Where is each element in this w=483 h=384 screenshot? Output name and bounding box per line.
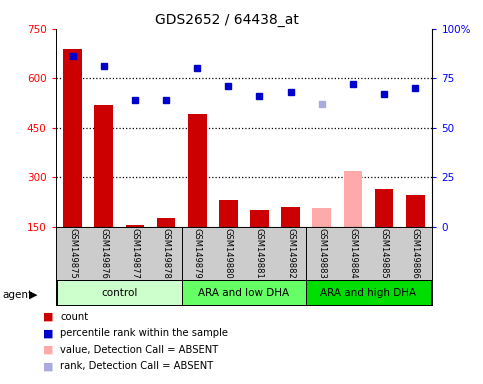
Bar — [126, 225, 144, 227]
Text: GSM149883: GSM149883 — [317, 228, 326, 279]
Text: GSM149879: GSM149879 — [193, 228, 202, 279]
Text: GSM149884: GSM149884 — [348, 228, 357, 279]
Bar — [182, 280, 306, 305]
Text: GSM149876: GSM149876 — [99, 228, 108, 279]
Bar — [219, 200, 238, 227]
Bar — [157, 218, 175, 227]
Text: GSM149878: GSM149878 — [162, 228, 170, 279]
Text: GSM149881: GSM149881 — [255, 228, 264, 279]
Text: ARA and high DHA: ARA and high DHA — [320, 288, 416, 298]
Text: rank, Detection Call = ABSENT: rank, Detection Call = ABSENT — [60, 361, 213, 371]
Text: ■: ■ — [43, 312, 54, 322]
Text: control: control — [101, 288, 138, 298]
Text: GSM149875: GSM149875 — [68, 228, 77, 279]
Text: ▶: ▶ — [28, 290, 37, 300]
Text: GSM149885: GSM149885 — [380, 228, 388, 279]
Text: GSM149886: GSM149886 — [411, 228, 420, 279]
Bar — [375, 189, 393, 227]
Bar — [343, 170, 362, 227]
Bar — [250, 210, 269, 227]
Text: percentile rank within the sample: percentile rank within the sample — [60, 328, 228, 338]
Text: ■: ■ — [43, 361, 54, 371]
Text: ■: ■ — [43, 328, 54, 338]
Bar — [63, 48, 82, 227]
Text: agent: agent — [2, 290, 32, 300]
Bar — [313, 209, 331, 227]
Bar — [406, 195, 425, 227]
Text: ARA and low DHA: ARA and low DHA — [199, 288, 289, 298]
Text: value, Detection Call = ABSENT: value, Detection Call = ABSENT — [60, 345, 219, 355]
Bar — [306, 280, 431, 305]
Text: GSM149880: GSM149880 — [224, 228, 233, 279]
Text: count: count — [60, 312, 88, 322]
Text: GSM149882: GSM149882 — [286, 228, 295, 279]
Bar — [188, 114, 207, 227]
Text: GDS2652 / 64438_at: GDS2652 / 64438_at — [155, 13, 299, 27]
Text: ■: ■ — [43, 345, 54, 355]
Bar — [57, 280, 182, 305]
Text: GSM149877: GSM149877 — [130, 228, 140, 279]
Bar — [95, 104, 113, 227]
Bar — [281, 207, 300, 227]
